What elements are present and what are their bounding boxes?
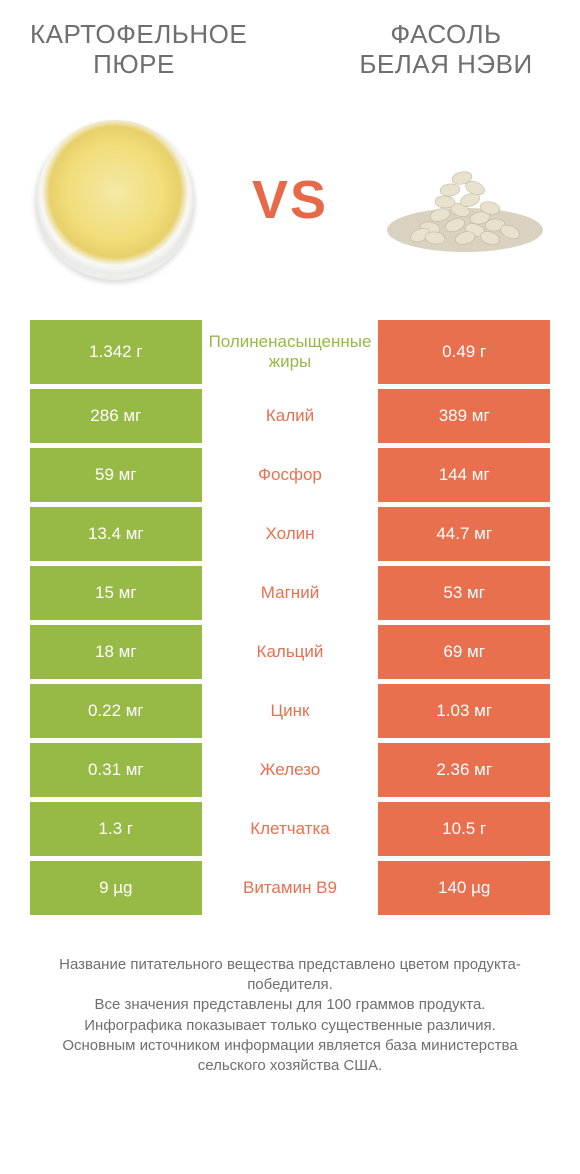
value-left: 18 мг	[30, 625, 202, 679]
value-right: 389 мг	[378, 389, 550, 443]
table-row: 1.3 гКлетчатка10.5 г	[30, 802, 550, 856]
nutrient-name: Кальций	[202, 625, 379, 679]
table-row: 59 мгФосфор144 мг	[30, 448, 550, 502]
value-right: 144 мг	[378, 448, 550, 502]
footer-line: Инфографика показывает только существенн…	[40, 1016, 540, 1036]
value-right: 44.7 мг	[378, 507, 550, 561]
nutrient-name: Клетчатка	[202, 802, 379, 856]
value-right: 53 мг	[378, 566, 550, 620]
table-row: 0.22 мгЦинк1.03 мг	[30, 684, 550, 738]
table-row: 15 мгМагний53 мг	[30, 566, 550, 620]
header-row: КАРТОФЕЛЬНОЕ ПЮРЕ ФАСОЛЬ БЕЛАЯ НЭВИ	[30, 20, 550, 80]
value-left: 0.22 мг	[30, 684, 202, 738]
value-right: 0.49 г	[378, 320, 550, 384]
table-row: 1.342 гПолиненасыщенные жиры0.49 г	[30, 320, 550, 384]
value-left: 0.31 мг	[30, 743, 202, 797]
value-right: 69 мг	[378, 625, 550, 679]
nutrient-name: Витамин B9	[202, 861, 379, 915]
product-left-image	[30, 115, 200, 285]
product-left-title: КАРТОФЕЛЬНОЕ ПЮРЕ	[30, 20, 238, 80]
value-left: 15 мг	[30, 566, 202, 620]
table-row: 18 мгКальций69 мг	[30, 625, 550, 679]
mashed-potato-icon	[35, 120, 195, 280]
value-left: 1.3 г	[30, 802, 202, 856]
product-right-image	[380, 115, 550, 285]
footer-text: Название питательного вещества представл…	[30, 955, 550, 1077]
value-right: 140 µg	[378, 861, 550, 915]
value-right: 1.03 мг	[378, 684, 550, 738]
value-left: 59 мг	[30, 448, 202, 502]
vs-row: VS	[30, 110, 550, 290]
value-left: 1.342 г	[30, 320, 202, 384]
nutrient-name: Холин	[202, 507, 379, 561]
footer-line: Основным источником информации является …	[40, 1036, 540, 1077]
value-left: 13.4 мг	[30, 507, 202, 561]
value-right: 2.36 мг	[378, 743, 550, 797]
value-left: 9 µg	[30, 861, 202, 915]
vs-label: VS	[252, 169, 328, 231]
nutrient-name: Магний	[202, 566, 379, 620]
table-row: 13.4 мгХолин44.7 мг	[30, 507, 550, 561]
table-row: 9 µgВитамин B9140 µg	[30, 861, 550, 915]
nutrient-name: Фосфор	[202, 448, 379, 502]
table-row: 0.31 мгЖелезо2.36 мг	[30, 743, 550, 797]
infographic-container: КАРТОФЕЛЬНОЕ ПЮРЕ ФАСОЛЬ БЕЛАЯ НЭВИ VS	[0, 0, 580, 1096]
product-right-title: ФАСОЛЬ БЕЛАЯ НЭВИ	[342, 20, 550, 80]
value-right: 10.5 г	[378, 802, 550, 856]
table-row: 286 мгКалий389 мг	[30, 389, 550, 443]
comparison-table: 1.342 гПолиненасыщенные жиры0.49 г286 мг…	[30, 320, 550, 915]
footer-line: Все значения представлены для 100 граммо…	[40, 995, 540, 1015]
nutrient-name: Полиненасыщенные жиры	[202, 320, 379, 384]
nutrient-name: Цинк	[202, 684, 379, 738]
value-left: 286 мг	[30, 389, 202, 443]
nutrient-name: Калий	[202, 389, 379, 443]
nutrient-name: Железо	[202, 743, 379, 797]
navy-beans-icon	[380, 140, 550, 260]
footer-line: Название питательного вещества представл…	[40, 955, 540, 996]
